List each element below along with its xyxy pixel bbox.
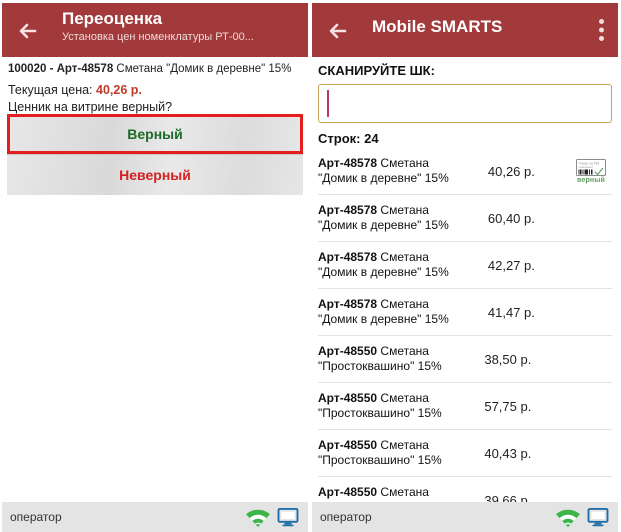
svg-text:совпадает: совпадает (578, 165, 593, 169)
